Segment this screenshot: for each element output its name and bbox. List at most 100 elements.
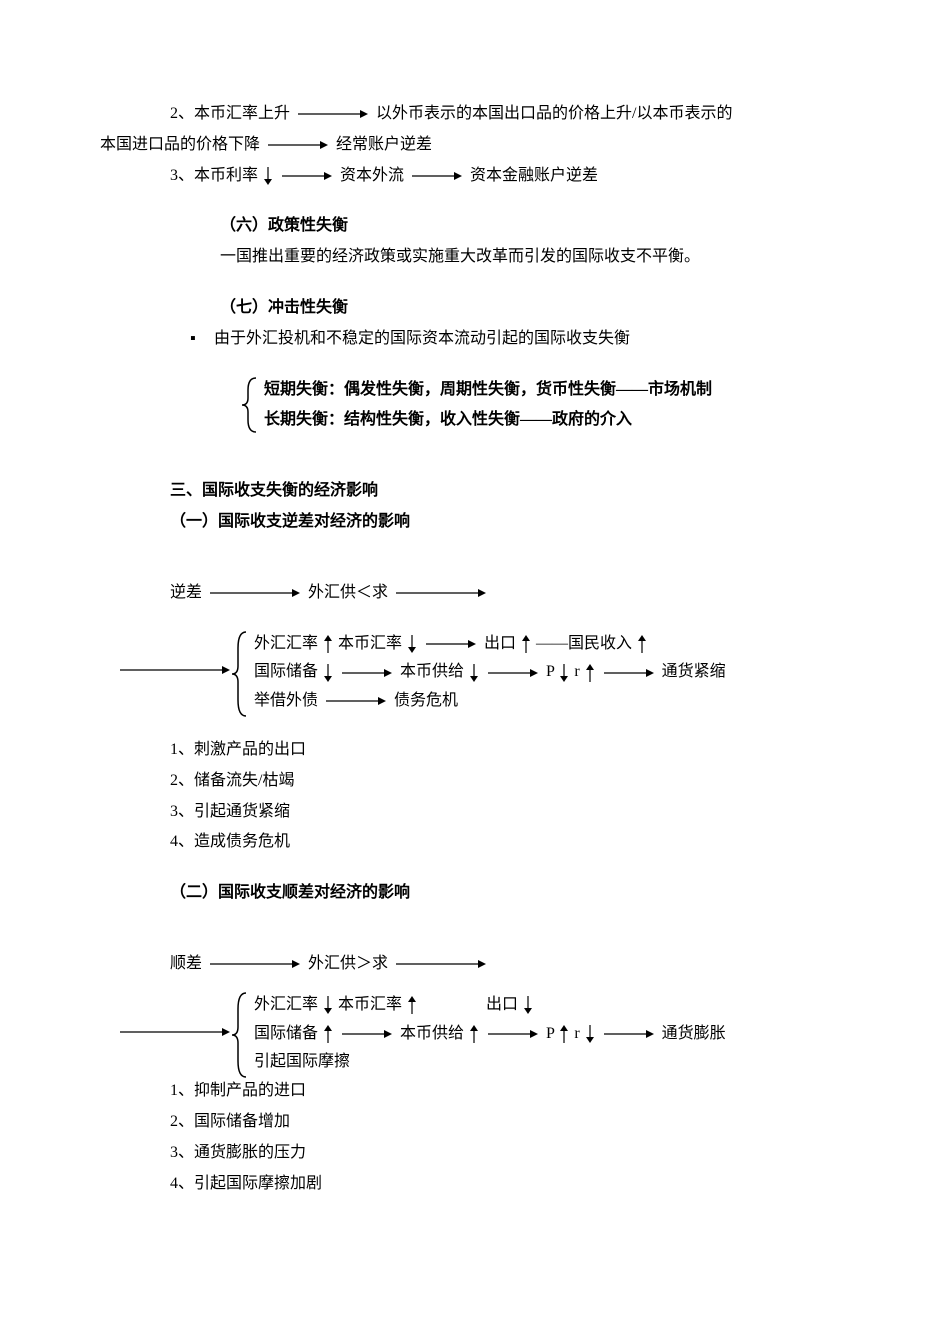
heading-3: 三、国际收支失衡的经济影响 — [100, 477, 845, 506]
deficit-list-item: 4、造成债务危机 — [100, 828, 845, 857]
arrow-up-icon — [469, 1025, 479, 1043]
text: ——国民收入 — [536, 635, 632, 652]
arrow-down-icon — [559, 664, 569, 682]
text: 出口 — [484, 635, 516, 652]
brace-group-1: 短期失衡：偶发性失衡，周期性失衡，货币性失衡——市场机制 长期失衡：结构性失衡，… — [240, 376, 845, 436]
arrow-right-icon — [342, 667, 392, 679]
deficit-row-2: 国际储备 本币供给 P r 通货紧缩 — [254, 658, 726, 687]
arrow-up-icon — [637, 635, 647, 653]
text: 2、本币汇率上升 — [170, 105, 290, 122]
arrow-down-icon — [263, 167, 273, 185]
text: r — [574, 1025, 579, 1042]
text: 国际储备 — [254, 1025, 318, 1042]
arrow-right-icon — [604, 1028, 654, 1040]
arrow-right-icon — [298, 108, 368, 120]
deficit-row-1: 外汇汇率 本币汇率 出口 ——国民收入 — [254, 630, 726, 659]
arrow-right-icon — [120, 658, 230, 687]
arrow-up-icon — [323, 635, 333, 653]
arrow-up-icon — [585, 664, 595, 682]
arrow-down-icon — [407, 635, 417, 653]
text: P — [546, 1025, 554, 1042]
text: 逆差 — [170, 584, 202, 601]
subheading-3-1: （一）国际收支逆差对经济的影响 — [100, 508, 845, 537]
text: 外汇供＜求 — [308, 584, 388, 601]
text: 出口 — [486, 996, 518, 1013]
text: 国际储备 — [254, 663, 318, 680]
section-7-body: ▪ 由于外汇投机和不稳定的国际资本流动引起的国际收支失衡 — [100, 325, 845, 354]
text: 本币汇率 — [338, 996, 402, 1013]
text: 由于外汇投机和不稳定的国际资本流动引起的国际收支失衡 — [214, 330, 630, 347]
arrow-down-icon — [469, 664, 479, 682]
deficit-list-item: 2、储备流失/枯竭 — [100, 767, 845, 796]
arrow-right-icon — [604, 667, 654, 679]
arrow-down-icon — [585, 1025, 595, 1043]
deficit-row-3: 举借外债 债务危机 — [254, 687, 726, 716]
surplus-row-1: 外汇汇率 本币汇率 出口 — [254, 991, 726, 1020]
arrow-right-icon — [210, 587, 300, 599]
text: 举借外债 — [254, 692, 318, 709]
text: 引起国际摩擦 — [254, 1053, 350, 1070]
arrow-right-icon — [488, 667, 538, 679]
arrow-down-icon — [323, 664, 333, 682]
arrow-right-icon — [396, 958, 486, 970]
subheading-3-2: （二）国际收支顺差对经济的影响 — [100, 879, 845, 908]
brace-icon — [230, 991, 250, 1077]
arrow-right-icon — [326, 695, 386, 707]
arrow-right-icon — [412, 170, 462, 182]
arrow-right-icon — [342, 1028, 392, 1040]
section-7-title: （七）冲击性失衡 — [100, 294, 845, 323]
brace-icon — [230, 630, 250, 716]
surplus-list-item: 3、通货膨胀的压力 — [100, 1139, 845, 1168]
arrow-right-icon — [210, 958, 300, 970]
arrow-right-icon — [426, 638, 476, 650]
text: 资本金融账户逆差 — [470, 167, 598, 184]
arrow-up-icon — [323, 1025, 333, 1043]
arrow-up-icon — [559, 1025, 569, 1043]
arrow-right-icon — [268, 139, 328, 151]
deficit-list-item: 3、引起通货紧缩 — [100, 798, 845, 827]
text: 通货膨胀 — [662, 1025, 726, 1042]
top-line-2-part1: 2、本币汇率上升 以外币表示的本国出口品的价格上升/以本币表示的 — [100, 100, 845, 129]
text: 通货紧缩 — [662, 663, 726, 680]
text: 本币供给 — [400, 1025, 464, 1042]
section-6-title: （六）政策性失衡 — [100, 212, 845, 241]
arrow-up-icon — [521, 635, 531, 653]
text: 本国进口品的价格下降 — [100, 136, 260, 153]
bullet-icon: ▪ — [190, 325, 210, 354]
brace-line-2: 长期失衡：结构性失衡，收入性失衡——政府的介入 — [264, 406, 845, 435]
text: 以外币表示的本国出口品的价格上升/以本币表示的 — [376, 105, 732, 122]
surplus-list-item: 1、抑制产品的进口 — [100, 1077, 845, 1106]
surplus-flow-group: 外汇汇率 本币汇率 出口 国际储备 本币供给 P r 通货膨胀 引起国际摩擦 — [100, 991, 845, 1077]
arrow-down-icon — [523, 996, 533, 1014]
arrow-right-icon — [282, 170, 332, 182]
text: 外汇供＞求 — [308, 955, 388, 972]
arrow-up-icon — [407, 996, 417, 1014]
text: 顺差 — [170, 955, 202, 972]
arrow-right-icon — [488, 1028, 538, 1040]
surplus-list-item: 4、引起国际摩擦加剧 — [100, 1170, 845, 1199]
text: 本币汇率 — [338, 635, 402, 652]
arrow-down-icon — [323, 996, 333, 1014]
top-line-3: 3、本币利率 资本外流 资本金融账户逆差 — [100, 162, 845, 191]
brace-line-1: 短期失衡：偶发性失衡，周期性失衡，货币性失衡——市场机制 — [264, 376, 845, 405]
deficit-header-flow: 逆差 外汇供＜求 — [100, 579, 845, 608]
deficit-flow-group: 外汇汇率 本币汇率 出口 ——国民收入 国际储备 本币供给 P r 通货紧缩 — [100, 630, 845, 716]
surplus-header-flow: 顺差 外汇供＞求 — [100, 950, 845, 979]
text: 外汇汇率 — [254, 996, 318, 1013]
text: P — [546, 663, 554, 680]
text: 本币供给 — [400, 663, 464, 680]
surplus-list-item: 2、国际储备增加 — [100, 1108, 845, 1137]
text: r — [574, 663, 579, 680]
arrow-right-icon — [120, 1020, 230, 1049]
section-6-body: 一国推出重要的经济政策或实施重大改革而引发的国际收支不平衡。 — [100, 243, 845, 272]
brace-icon — [240, 376, 260, 436]
text: 3、本币利率 — [170, 167, 258, 184]
text: 资本外流 — [340, 167, 404, 184]
deficit-list-item: 1、刺激产品的出口 — [100, 736, 845, 765]
arrow-right-icon — [396, 587, 486, 599]
top-line-2-part2: 本国进口品的价格下降 经常账户逆差 — [100, 131, 845, 160]
surplus-row-2: 国际储备 本币供给 P r 通货膨胀 — [254, 1020, 726, 1049]
text: 债务危机 — [394, 692, 458, 709]
surplus-row-3: 引起国际摩擦 — [254, 1048, 726, 1077]
text: 经常账户逆差 — [336, 136, 432, 153]
